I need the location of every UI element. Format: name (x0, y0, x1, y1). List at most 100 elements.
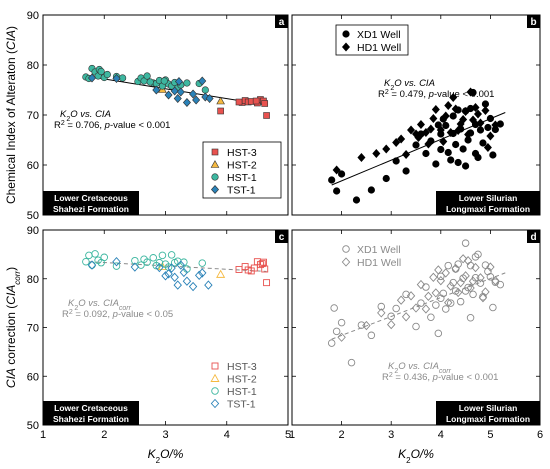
regression-annotation: K2O vs. CIAcorr (68, 298, 132, 312)
data-point (261, 265, 269, 273)
data-point (421, 128, 430, 137)
data-point (88, 261, 96, 269)
data-point (414, 133, 423, 142)
data-point (417, 299, 425, 307)
regression-annotation: R2 = 0.436, p-value < 0.001 (382, 372, 498, 384)
data-point (164, 90, 173, 100)
x-tick-label: 1 (40, 429, 46, 441)
legend-label: HST-2 (227, 160, 257, 172)
data-point (447, 156, 455, 164)
data-point (416, 120, 425, 129)
panel-letter: d (530, 232, 536, 243)
data-point (424, 291, 433, 301)
plot-frame (291, 229, 541, 426)
formation-label: Lower Silurian (459, 193, 518, 203)
data-point (491, 278, 500, 286)
data-point (155, 262, 164, 273)
data-point (392, 157, 400, 165)
panel-letter-badge (275, 15, 288, 28)
data-point (481, 261, 490, 269)
data-point (130, 262, 140, 272)
regression-annotation: K2O vs. CIA (60, 109, 111, 123)
data-point (112, 262, 121, 270)
data-point (471, 103, 480, 112)
data-point (426, 124, 435, 134)
data-point (387, 312, 395, 321)
data-point (441, 111, 450, 121)
data-point (158, 251, 167, 260)
data-point (476, 118, 485, 128)
x-tick-label: 4 (224, 429, 230, 441)
legend-label: HD1 Well (357, 42, 401, 54)
data-point (367, 331, 376, 340)
formation-label: Lower Cretaceous (54, 403, 128, 413)
data-point (474, 153, 482, 162)
data-point (173, 280, 182, 290)
data-point (473, 109, 483, 119)
legend-label: TST-1 (227, 185, 256, 197)
data-point (396, 295, 406, 305)
x-axis-label: K2O/% (148, 447, 184, 465)
series-hst-3 (235, 258, 271, 287)
series-tst-1 (87, 73, 214, 107)
data-point (449, 93, 458, 102)
data-point (217, 107, 224, 115)
y-tick-label: 90 (27, 10, 39, 22)
data-point (401, 312, 411, 322)
panel-letter: c (279, 232, 285, 243)
data-point (194, 270, 204, 281)
data-point (449, 112, 457, 120)
data-point (476, 273, 485, 283)
data-point (392, 304, 400, 313)
y-tick-label: 90 (27, 225, 39, 237)
panel-letter: b (530, 17, 536, 28)
data-point (442, 121, 450, 130)
data-point (357, 321, 366, 329)
data-point (397, 134, 406, 144)
data-point (444, 148, 452, 157)
data-point (444, 101, 453, 110)
legend-label: XD1 Well (357, 29, 401, 41)
data-point (432, 160, 440, 168)
formation-box (436, 191, 540, 215)
formation-label: Longmaxi Formation (446, 204, 530, 214)
data-point (462, 162, 470, 170)
data-point (372, 149, 381, 158)
data-point (91, 250, 99, 258)
data-point (100, 253, 108, 262)
data-point (330, 304, 338, 312)
data-point (486, 273, 495, 281)
data-point (201, 86, 209, 94)
data-point (456, 297, 465, 306)
data-point (464, 130, 473, 139)
data-points (328, 87, 504, 204)
data-point (167, 251, 176, 259)
data-point (176, 260, 186, 270)
legend-marker (211, 387, 219, 395)
data-point (244, 266, 252, 274)
data-point (337, 332, 346, 342)
data-point (452, 140, 460, 149)
legend-marker (211, 148, 219, 156)
data-point (189, 89, 198, 99)
data-point (333, 187, 341, 195)
data-point (377, 308, 386, 318)
formation-label: Shahezi Formation (53, 204, 129, 214)
data-point (478, 293, 488, 303)
data-point (479, 139, 487, 147)
x-tick-label: 3 (162, 429, 168, 441)
data-point (439, 137, 448, 146)
data-point (422, 283, 430, 291)
series-tst-1 (87, 257, 213, 292)
data-point (486, 262, 495, 272)
legend-label: HST-1 (227, 386, 257, 398)
data-point (216, 269, 226, 278)
data-point (85, 251, 93, 260)
data-point (176, 87, 185, 97)
data-point (216, 96, 225, 105)
data-point (489, 303, 497, 312)
series-hst-1 (82, 64, 209, 94)
legend-marker (342, 245, 350, 253)
